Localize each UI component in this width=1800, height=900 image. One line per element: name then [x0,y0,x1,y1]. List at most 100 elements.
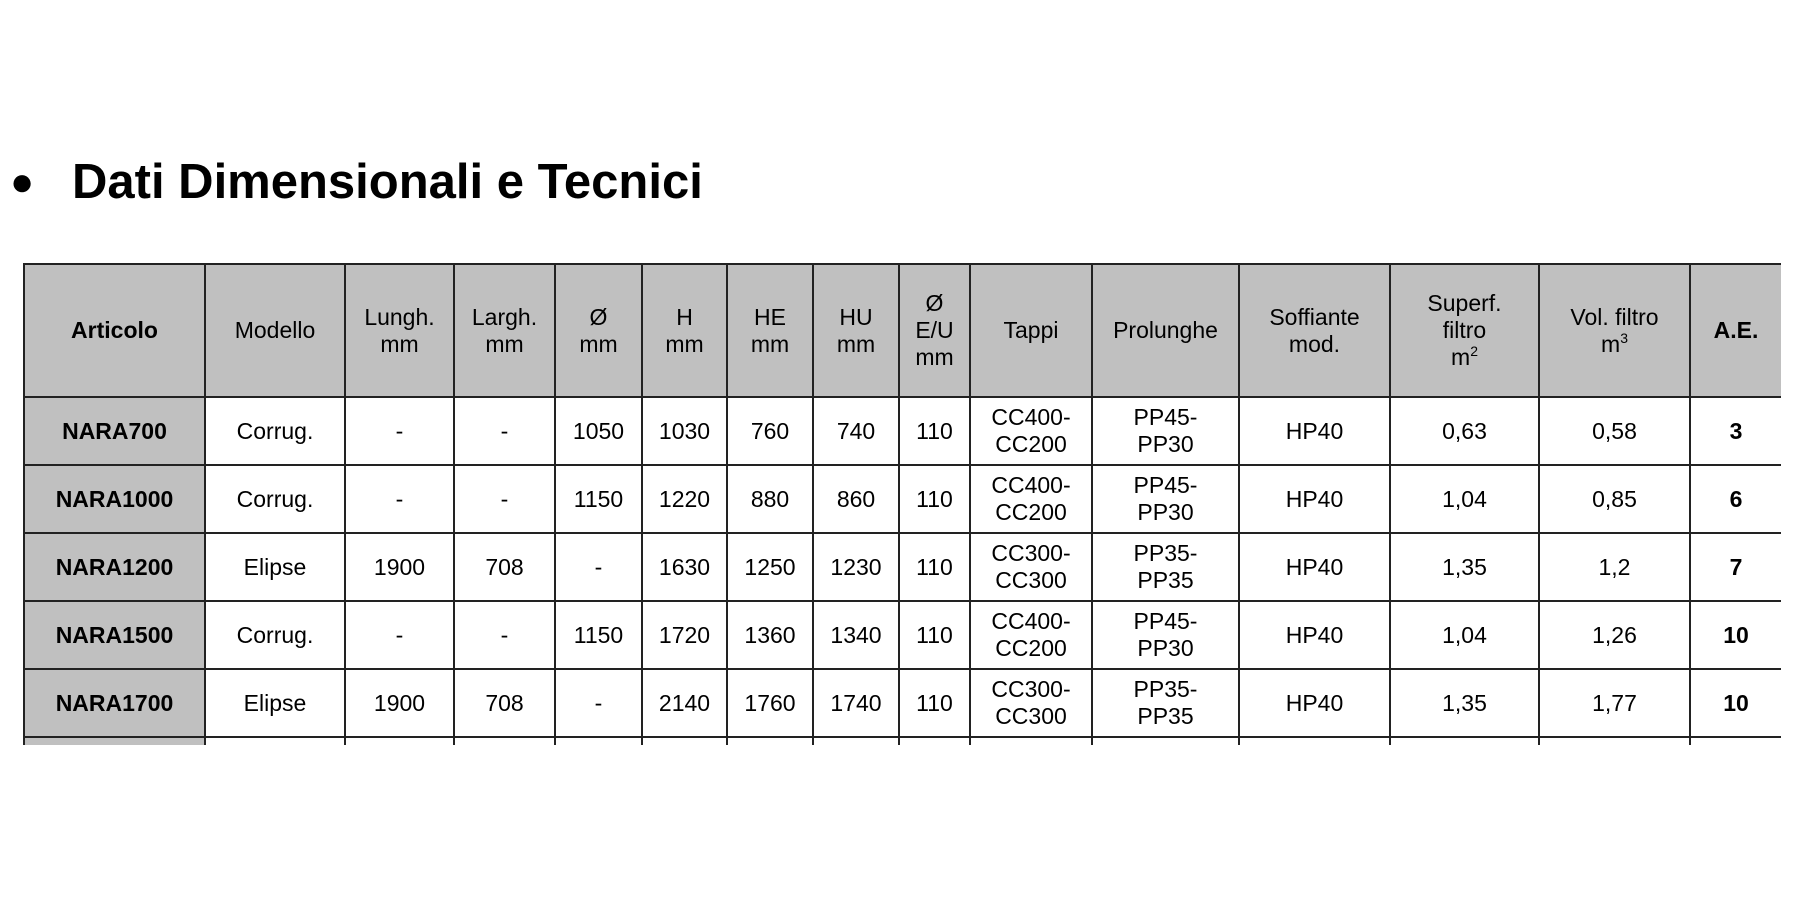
table-cell: HP40 [1238,600,1391,670]
table-cell: - [344,464,455,534]
table-cell: PP35- PP35 [1091,532,1240,602]
table-cell: 110 [898,396,971,466]
table-cell: 740 [812,396,900,466]
header-line: A.E. [1713,317,1759,343]
table-cell: 1,04 [1389,464,1540,534]
table-cell: 7 [1689,532,1781,602]
unit-exponent: 3 [1620,329,1628,346]
cell-line: PP45- [1133,608,1198,634]
column-header: HU mm [812,263,900,398]
article-cell: NARA1000 [23,464,206,534]
table-cell: - [554,532,643,602]
cell-line: CC200 [995,431,1067,457]
table-cell: 1760 [726,668,814,738]
table-cell: PP35- PP35 [1091,668,1240,738]
table-cell [1091,736,1240,745]
table-cell: 1,77 [1538,668,1691,738]
table-cell: HP40 [1238,532,1391,602]
table-cell: 1,35 [1389,532,1540,602]
header-line: Articolo [71,317,158,343]
table-cell: 0,58 [1538,396,1691,466]
table-row: NARA1500 Corrug. - -1150 1720 1360 1340 110 CC40… [23,600,1781,670]
table-cell: 1050 [554,396,643,466]
header-line: filtro [1442,317,1487,343]
table-cell: 10 [1689,600,1781,670]
table-cell [453,736,556,745]
table-cell [812,736,900,745]
table-cell: 1720 [641,600,728,670]
cell-line: PP35 [1137,567,1194,593]
table-cell: 1220 [641,464,728,534]
table-row: NARA1200 Elipse 1900 708-1630 1250 1230 110 CC3… [23,532,1781,602]
table-cell: 1,35 [1389,668,1540,738]
header-line: Ø [925,290,944,316]
table-cell: 0,85 [1538,464,1691,534]
table-cell: PP45- PP30 [1091,600,1240,670]
cell-line: PP30 [1137,635,1194,661]
bullet-icon: ● [10,160,35,204]
cell-line: PP35 [1137,703,1194,729]
column-header: Lungh. mm [344,263,455,398]
column-header: A.E. [1689,263,1781,398]
cell-line: PP45- [1133,404,1198,430]
table-cell: - [453,464,556,534]
table-cell: 1630 [641,532,728,602]
table-cell: Elipse [204,668,346,738]
table-cell [23,736,206,745]
header-line: m [1451,344,1471,370]
cell-line: PP45- [1133,472,1198,498]
table-cell: HP40 [1238,396,1391,466]
cell-line: CC300 [995,703,1067,729]
header-line: m [1601,330,1621,357]
column-header: Vol. filtro m3 [1538,263,1691,398]
table-cell: 6 [1689,464,1781,534]
table-cell: 1900 [344,532,455,602]
table-cell [726,736,814,745]
table-cell: - [344,396,455,466]
table-cell: CC400- CC200 [969,464,1093,534]
table-cell: 880 [726,464,814,534]
table-cell: 1250 [726,532,814,602]
column-header: Modello [204,263,346,398]
table-cell: 10 [1689,668,1781,738]
table-cell [1689,736,1781,745]
header-line: mm [380,330,419,357]
table-cell: 708 [453,668,556,738]
table-cell: 3 [1689,396,1781,466]
table-cell [554,736,643,745]
article-cell: NARA1700 [23,668,206,738]
table-cell: 110 [898,600,971,670]
table-cell: 1,26 [1538,600,1691,670]
article-cell: NARA700 [23,396,206,466]
table-cell: 1150 [554,600,643,670]
table-cell: 110 [898,464,971,534]
table-cell: 1030 [641,396,728,466]
header-line: Largh. [471,303,538,330]
table-cell: 760 [726,396,814,466]
table-cell [1238,736,1391,745]
column-header: Superf. filtro m2 [1389,263,1540,398]
table-cell: 1900 [344,668,455,738]
table-cell: 110 [898,532,971,602]
article-cell: NARA1500 [23,600,206,670]
table-cell: PP45- PP30 [1091,396,1240,466]
header-line: H [676,303,693,330]
cell-line: CC400- [991,472,1071,498]
header-line: mm [579,330,618,357]
table-cell: Corrug. [204,600,346,670]
table-cell: Elipse [204,532,346,602]
table-cell: CC400- CC200 [969,600,1093,670]
header-line: Soffiante [1269,303,1360,330]
unit-exponent: 2 [1470,343,1478,359]
header-line: Vol. filtro [1570,303,1659,330]
section-title: ● Dati Dimensionali e Tecnici [10,152,703,212]
column-header: Largh. mm [453,263,556,398]
header-line: mm [750,330,790,357]
header-line: mm [915,344,954,370]
table-cell: 1230 [812,532,900,602]
header-line: Prolunghe [1113,317,1218,343]
header-line: mm [665,330,704,357]
cell-line: CC400- [991,404,1071,430]
table-cell: CC300- CC300 [969,532,1093,602]
